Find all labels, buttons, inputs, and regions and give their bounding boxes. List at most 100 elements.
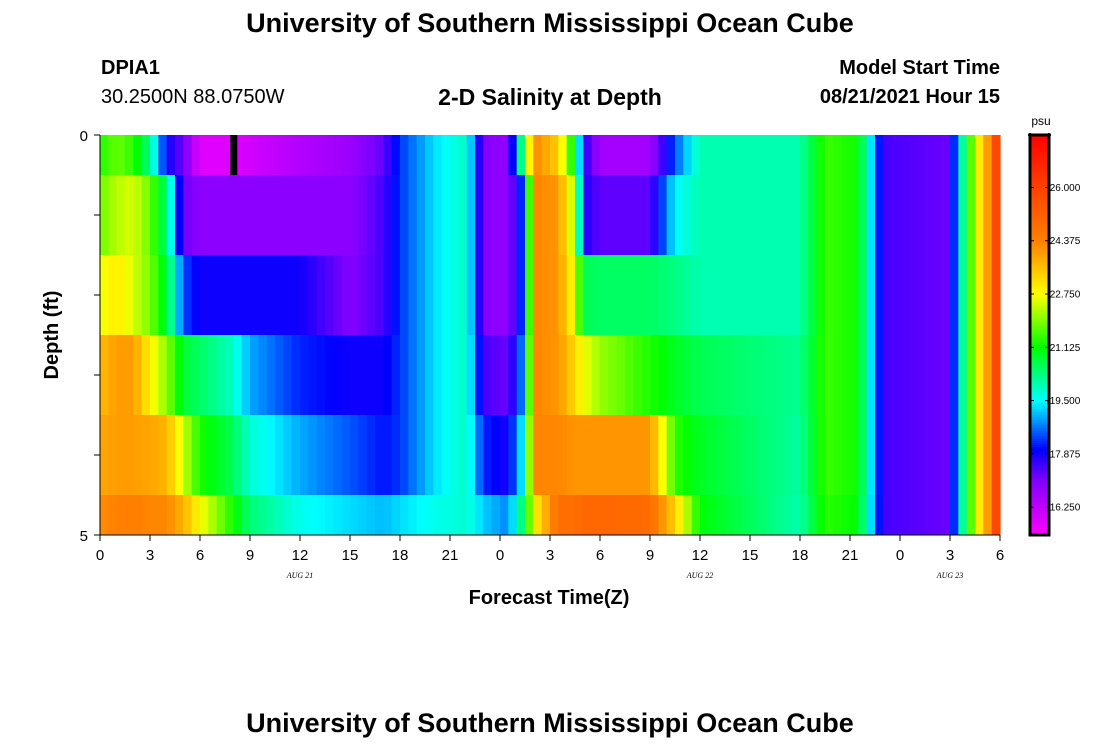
heatmap-cell [950, 175, 959, 255]
colorbar-corner-marker [1047, 133, 1051, 137]
heatmap-cell [625, 175, 634, 255]
heatmap-cell [383, 335, 393, 415]
heatmap-cell [800, 415, 809, 495]
date-label: AUG 22 [686, 571, 713, 580]
heatmap-cell [966, 255, 976, 335]
colorbar-swatch [1030, 267, 1049, 270]
heatmap-cell [916, 415, 926, 495]
heatmap-cell [241, 335, 251, 415]
heatmap-cell [833, 415, 843, 495]
heatmap-cell [958, 415, 968, 495]
colorbar-swatch [1030, 523, 1049, 526]
heatmap-cell [766, 255, 776, 335]
heatmap-cell [100, 135, 109, 175]
heatmap-cell [800, 135, 809, 175]
heatmap-cell [225, 255, 234, 335]
heatmap-cell [891, 415, 901, 495]
heatmap-cell [466, 415, 476, 495]
heatmap-cell [900, 495, 909, 535]
colorbar-swatch [1030, 247, 1049, 250]
colorbar-swatch [1030, 477, 1049, 480]
heatmap-cell [991, 255, 1001, 335]
heatmap-cell [150, 135, 159, 175]
colorbar-swatch [1030, 283, 1049, 286]
heatmap-cell [225, 335, 234, 415]
heatmap-cell [958, 255, 968, 335]
heatmap-cell [300, 495, 309, 535]
heatmap-cell [608, 495, 618, 535]
heatmap-cell [150, 175, 159, 255]
heatmap-cell [858, 495, 868, 535]
heatmap-cell [175, 175, 184, 255]
heatmap-cell [625, 335, 634, 415]
heatmap-cell [991, 175, 1001, 255]
heatmap-cell [425, 415, 434, 495]
heatmap-cell [925, 255, 934, 335]
heatmap-cell [425, 335, 434, 415]
heatmap-cell [766, 495, 776, 535]
heatmap-cell [266, 255, 276, 335]
heatmap-cell [391, 495, 401, 535]
heatmap-cell [700, 135, 709, 175]
colorbar-swatch [1030, 431, 1049, 434]
date-label: AUG 23 [936, 571, 963, 580]
heatmap-cell [800, 495, 809, 535]
heatmap-cell [291, 175, 301, 255]
colorbar-swatch [1030, 143, 1049, 146]
heatmap-cell [200, 175, 209, 255]
date-label: AUG 21 [286, 571, 313, 580]
heatmap-cell [533, 135, 543, 175]
heatmap-cell [233, 135, 243, 175]
heatmap-cell [650, 335, 659, 415]
colorbar-swatch [1030, 419, 1049, 422]
heatmap-cell [775, 415, 784, 495]
colorbar-swatch [1030, 491, 1049, 494]
heatmap-cell [325, 495, 334, 535]
heatmap-cell [491, 335, 501, 415]
heatmap-cell [383, 175, 393, 255]
heatmap-cell [825, 335, 834, 415]
heatmap-cell [350, 255, 359, 335]
heatmap-cell [191, 175, 201, 255]
heatmap-cell [791, 335, 801, 415]
heatmap-cell [341, 255, 351, 335]
heatmap-cell [100, 255, 109, 335]
heatmap-cell [716, 335, 726, 415]
colorbar-swatch [1030, 489, 1049, 492]
heatmap-cell [291, 495, 301, 535]
colorbar-swatch [1030, 393, 1049, 396]
colorbar-swatch [1030, 465, 1049, 468]
heatmap-cell [850, 335, 859, 415]
heatmap-cell [800, 335, 809, 415]
heatmap-cell [250, 335, 259, 415]
heatmap-cell [316, 135, 326, 175]
heatmap-cell [833, 135, 843, 175]
footer-title: University of Southern Mississippi Ocean… [246, 708, 854, 738]
heatmap-cell [983, 175, 993, 255]
heatmap-cell [150, 335, 159, 415]
heatmap-cell [600, 255, 609, 335]
heatmap-cell [141, 135, 151, 175]
colorbar-swatch [1030, 161, 1049, 164]
colorbar-swatch [1030, 365, 1049, 368]
heatmap-cell [633, 135, 643, 175]
colorbar-swatch [1030, 263, 1049, 266]
heatmap-cell [858, 175, 868, 255]
y-tick-label: 0 [80, 128, 88, 145]
heatmap-cell [441, 135, 451, 175]
heatmap-cell [658, 495, 668, 535]
heatmap-cell [683, 335, 693, 415]
heatmap-cell [650, 495, 659, 535]
heatmap-cell [183, 135, 193, 175]
heatmap-cell [808, 175, 818, 255]
heatmap-cell [400, 135, 409, 175]
heatmap-cell [741, 415, 751, 495]
colorbar-swatch [1030, 157, 1049, 160]
colorbar-swatch [1030, 329, 1049, 332]
heatmap-cell [666, 495, 676, 535]
heatmap-cell [550, 255, 559, 335]
heatmap-cell [525, 255, 534, 335]
colorbar-swatch [1030, 509, 1049, 512]
heatmap-cell [533, 495, 543, 535]
heatmap-cell [258, 335, 268, 415]
